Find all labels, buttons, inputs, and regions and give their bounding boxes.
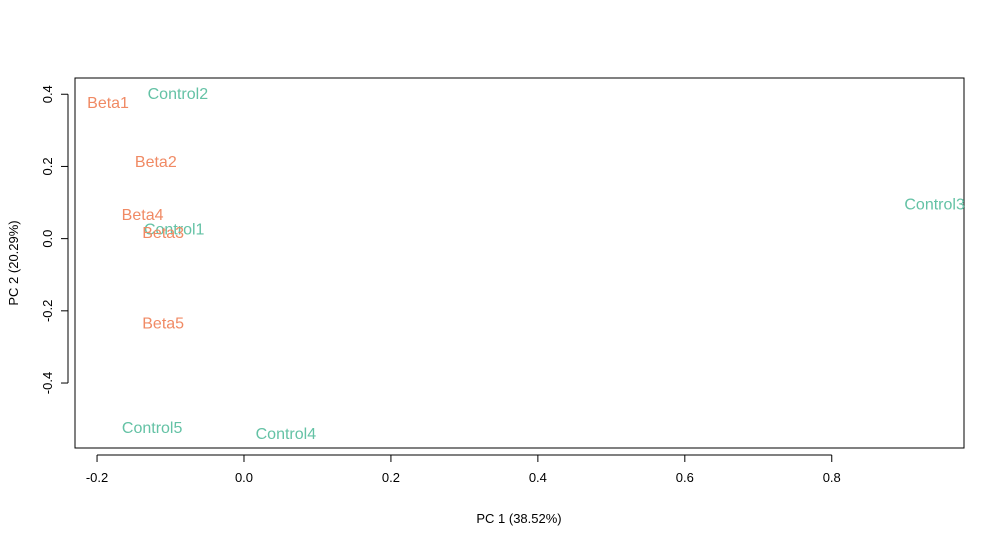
x-axis-title: PC 1 (38.52%) xyxy=(476,511,561,526)
point-label-beta1: Beta1 xyxy=(87,95,129,112)
point-label-control4: Control4 xyxy=(256,426,317,443)
point-label-beta4: Beta4 xyxy=(122,207,164,224)
y-axis-title: PC 2 (20.29%) xyxy=(6,220,21,305)
x-tick-label: -0.2 xyxy=(86,470,108,485)
y-tick-label: 0.2 xyxy=(40,157,55,175)
point-label-control5: Control5 xyxy=(122,420,183,437)
y-tick-label: -0.4 xyxy=(40,372,55,394)
point-label-beta2: Beta2 xyxy=(135,154,177,171)
x-tick-label: 0.4 xyxy=(529,470,547,485)
y-axis: -0.4 -0.2 0.0 0.2 0.4 xyxy=(40,85,69,394)
point-label-beta3: Beta3 xyxy=(142,225,184,242)
x-axis: -0.2 0.0 0.2 0.4 0.6 0.8 xyxy=(86,454,841,485)
y-tick-label: 0.0 xyxy=(40,230,55,248)
point-label-control3: Control3 xyxy=(904,196,965,213)
point-label-control2: Control2 xyxy=(148,86,209,103)
point-label-beta5: Beta5 xyxy=(142,316,184,333)
x-tick-label: 0.2 xyxy=(382,470,400,485)
y-tick-label: 0.4 xyxy=(40,85,55,103)
plot-frame xyxy=(74,77,965,449)
x-tick-label: 0.8 xyxy=(823,470,841,485)
point-label-control1: Control1 xyxy=(144,222,205,239)
y-tick-label: -0.2 xyxy=(40,300,55,322)
x-tick-label: 0.0 xyxy=(235,470,253,485)
x-tick-label: 0.6 xyxy=(676,470,694,485)
